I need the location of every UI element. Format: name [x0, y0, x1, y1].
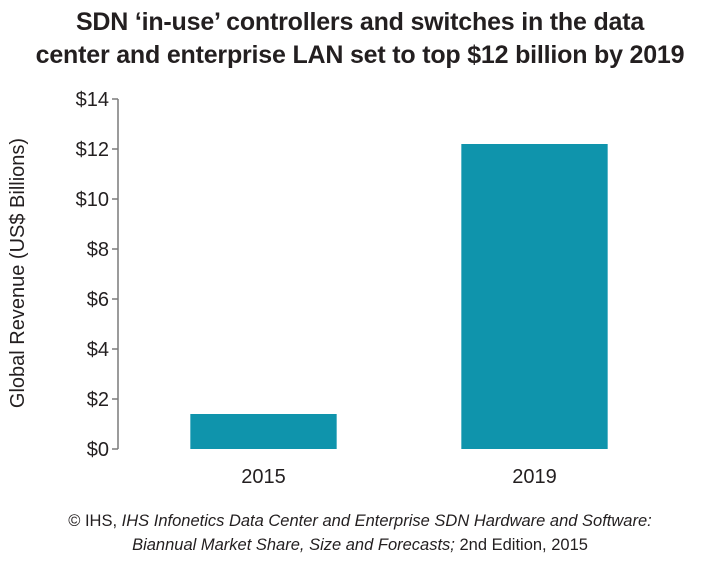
y-tick-label: $0 — [87, 439, 109, 461]
y-tick-label: $8 — [87, 239, 109, 261]
chart-tick-labels: $0 $2 $4 $6 $8 $10 $12 $14 2015 2019 — [76, 89, 557, 488]
chart-axes — [112, 98, 119, 450]
chart-title: SDN ‘in-use’ controllers and switches in… — [0, 6, 720, 72]
y-tick-label: $10 — [76, 189, 109, 211]
source-line-1: © IHS, IHS Infonetics Data Center and En… — [0, 509, 720, 533]
y-tick-label: $12 — [76, 139, 109, 161]
source-line-2: Biannual Market Share, Size and Forecast… — [0, 533, 720, 557]
chart-title-line-1: SDN ‘in-use’ controllers and switches in… — [75, 8, 645, 36]
y-tick-label: $2 — [87, 389, 109, 411]
bar-2015 — [190, 414, 337, 449]
y-tick-label: $6 — [87, 289, 109, 311]
x-tick-label: 2015 — [241, 466, 286, 488]
source-report-title: IHS Infonetics Data Center and Enterpris… — [121, 512, 652, 530]
chart-title-line-2: center and enterprise LAN set to top $12… — [35, 41, 685, 69]
source-prefix: © IHS, — [68, 512, 122, 530]
x-tick-label: 2019 — [512, 466, 557, 488]
source-edition: 2nd Edition, 2015 — [454, 536, 588, 554]
y-axis-label: Global Revenue (US$ Billions) — [7, 138, 29, 408]
bar-chart: Global Revenue (US$ Billions) $0 $2 $4 $6 $8… — [7, 89, 608, 488]
bar-2019 — [461, 144, 608, 449]
source-report-subtitle: Biannual Market Share, Size and Forecast… — [132, 536, 455, 554]
y-tick-label: $14 — [76, 89, 109, 111]
chart-bars — [190, 144, 608, 449]
y-tick-label: $4 — [87, 339, 109, 361]
source-credit: © IHS, IHS Infonetics Data Center and En… — [0, 509, 720, 557]
